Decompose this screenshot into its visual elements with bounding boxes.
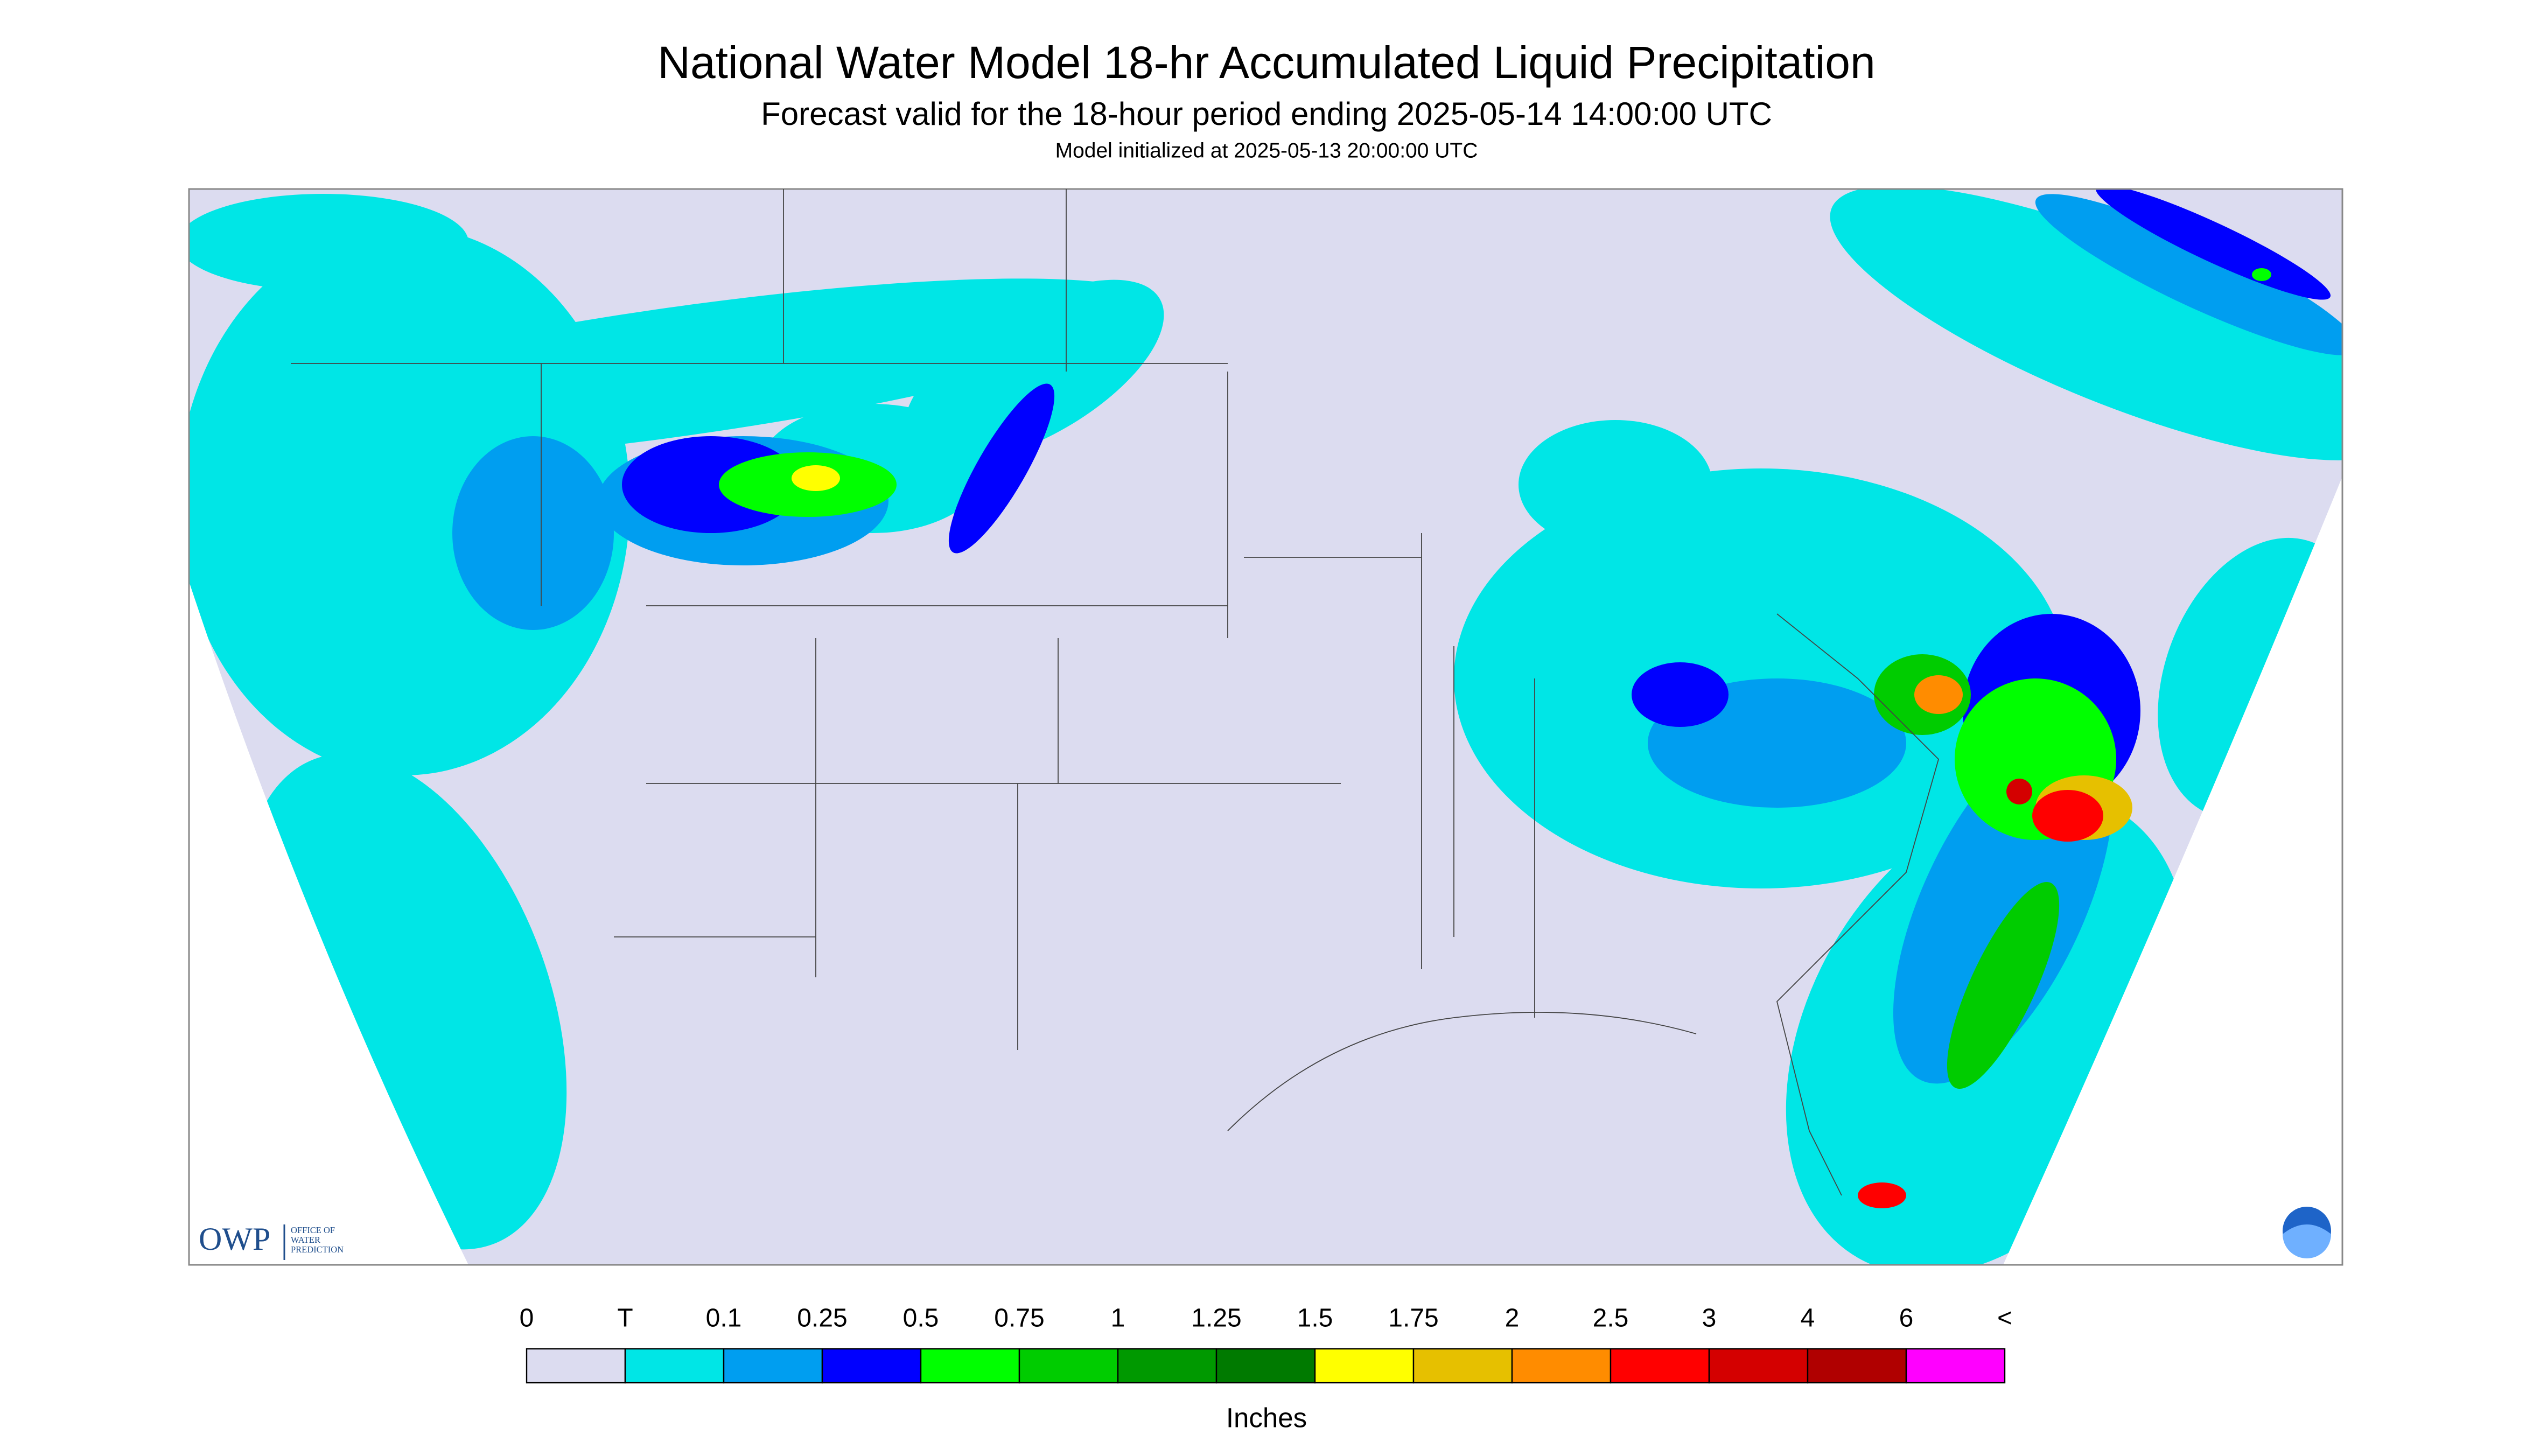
subtitle: Forecast valid for the 18-hour period en… (761, 96, 1772, 132)
logo-abbr: OWP (199, 1221, 270, 1257)
legend-swatch (1412, 1348, 1513, 1384)
precip-area (1914, 675, 1963, 715)
legend-swatch (1018, 1348, 1119, 1384)
precip-area (1519, 420, 1712, 550)
legend-label: 3 (1702, 1304, 1717, 1333)
legend-unit: Inches (1226, 1402, 1307, 1433)
precip-area (1947, 881, 2060, 1089)
legend: 0 T 0.1 0.25 0.5 0.75 1 1.25 1.5 1.75 2 2.5 3 4 6 < (520, 1304, 2012, 1384)
legend-swatch (920, 1348, 1020, 1384)
precip-area (792, 465, 840, 492)
legend-label: 1 (1111, 1304, 1125, 1333)
legend-label: 6 (1899, 1304, 1914, 1333)
precip-area (904, 279, 1164, 464)
legend-label: < (1997, 1304, 2012, 1333)
state-lines (291, 189, 1940, 1196)
precip-area (2252, 268, 2271, 282)
legend-swatch (821, 1348, 922, 1384)
legend-swatch (1807, 1348, 1907, 1384)
legend-label: 2 (1505, 1304, 1520, 1333)
precip-area (452, 436, 614, 631)
legend-swatch (1610, 1348, 1710, 1384)
precip-area (2006, 779, 2032, 805)
legend-swatch (526, 1348, 626, 1384)
legend-label: 1.5 (1297, 1304, 1333, 1333)
legend-swatch (723, 1348, 823, 1384)
precip-area (1830, 189, 2342, 460)
precip-map (189, 189, 2342, 1265)
precip-area (1632, 662, 1729, 727)
legend-label: 0.5 (903, 1304, 939, 1333)
legend-swatch (624, 1348, 725, 1384)
logo-line: PREDICTION (291, 1244, 344, 1255)
legend-label: 1.75 (1388, 1304, 1438, 1333)
legend-swatch (1117, 1348, 1217, 1384)
precip-area (198, 278, 1159, 465)
map-frame (188, 188, 2343, 1266)
legend-swatch (1905, 1348, 2006, 1384)
legend-label: 4 (1801, 1304, 1815, 1333)
legend-swatch (1314, 1348, 1415, 1384)
legend-label: 0.25 (797, 1304, 847, 1333)
legend-swatch (1215, 1348, 1316, 1384)
precip-area (189, 194, 468, 291)
logo-line: OFFICE OF (291, 1225, 335, 1235)
legend-label: 0.75 (994, 1304, 1044, 1333)
legend-swatch (1511, 1348, 1612, 1384)
legend-label: 1.25 (1191, 1304, 1241, 1333)
init-time: Model initialized at 2025-05-13 20:00:00… (1055, 139, 1478, 162)
precip-area (2095, 189, 2331, 300)
precip-area (2035, 194, 2342, 355)
noaa-logo-wave (2283, 1224, 2331, 1259)
legend-label: 0.1 (706, 1304, 742, 1333)
legend-swatch (1708, 1348, 1809, 1384)
legend-label: 2.5 (1593, 1304, 1629, 1333)
title: National Water Model 18-hr Accumulated L… (657, 37, 1875, 88)
logo-line: WATER (291, 1235, 320, 1245)
precip-area (1858, 1182, 1906, 1209)
precip-area (1454, 468, 2068, 889)
legend-label: 0 (520, 1304, 534, 1333)
precip-area (948, 383, 1055, 554)
legend-label: T (617, 1304, 633, 1333)
precip-area (2032, 790, 2103, 842)
